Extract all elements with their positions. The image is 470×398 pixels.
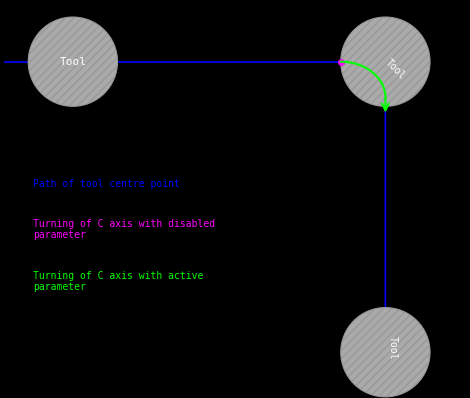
Text: Turning of C axis with active
parameter: Turning of C axis with active parameter — [33, 271, 203, 292]
Ellipse shape — [341, 17, 430, 106]
Text: Turning of C axis with disabled
parameter: Turning of C axis with disabled paramete… — [33, 219, 215, 240]
Text: Tool: Tool — [59, 57, 86, 67]
Ellipse shape — [341, 308, 430, 397]
Text: Path of tool centre point: Path of tool centre point — [33, 179, 180, 189]
Text: Tool: Tool — [383, 58, 407, 82]
Text: Tool: Tool — [387, 336, 398, 360]
Ellipse shape — [28, 17, 118, 106]
